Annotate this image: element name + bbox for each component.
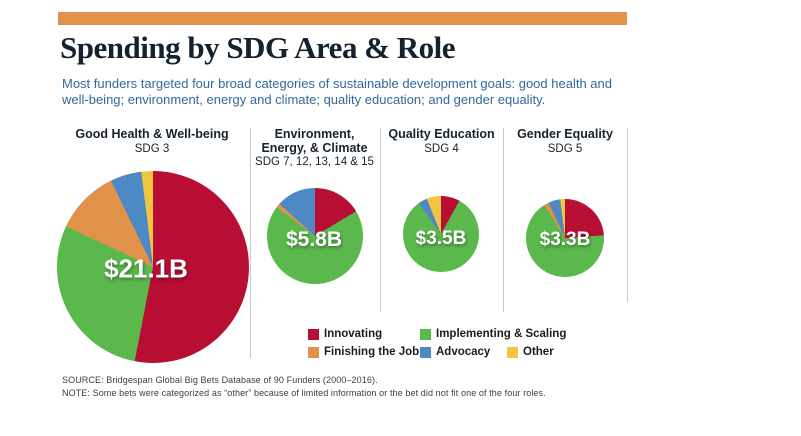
source-text: SOURCE: Bridgespan Global Big Bets Datab… <box>62 375 378 385</box>
column-title: Quality Education <box>388 127 495 141</box>
subtitle-line-2: well-being; environment, energy and clim… <box>62 91 546 107</box>
legend-swatch-innovating <box>308 328 319 340</box>
column-title: Environment, Energy, & Climate <box>261 127 368 155</box>
sdg-label: SDG 4 <box>424 142 459 155</box>
note-text: NOTE: Some bets were categorized as “oth… <box>62 388 546 398</box>
legend-swatch-other <box>507 346 518 358</box>
legend-label: Other <box>523 346 554 358</box>
pie-value-label: $5.8B <box>285 228 343 251</box>
legend-item-advocacy: Advocacy <box>420 346 490 358</box>
legend-label: Implementing & Scaling <box>436 328 567 340</box>
pie-value-label: $3.3B <box>539 229 591 250</box>
column-header-education: Quality Education SDG 4 <box>381 127 502 156</box>
column-header-environment: Environment, Energy, & Climate SDG 7, 12… <box>251 127 378 169</box>
sdg-label: SDG 5 <box>547 142 583 155</box>
column-title: Good Health & Well-being <box>75 127 229 141</box>
legend-item-implementing: Implementing & Scaling <box>420 328 566 340</box>
pie-chart-environment <box>267 188 363 284</box>
column-divider <box>250 128 251 358</box>
pie-value-label: $3.5B <box>415 228 467 249</box>
column-divider <box>380 128 381 312</box>
legend-label: Innovating <box>324 328 383 340</box>
legend-item-innovating: Innovating <box>308 328 382 340</box>
legend-item-other: Other <box>507 346 554 358</box>
column-divider <box>503 128 504 312</box>
legend-swatch-advocacy <box>420 346 431 358</box>
pie-chart-good-health <box>57 171 249 363</box>
sdg-label: SDG 7, 12, 13, 14 & 15 <box>255 156 374 168</box>
pie-chart-education <box>403 196 479 272</box>
column-header-good-health: Good Health & Well-being SDG 3 <box>57 127 247 156</box>
legend-swatch-implementing <box>420 328 431 340</box>
page-subtitle: Most funders targeted four broad categor… <box>62 76 662 107</box>
pie-chart-gender <box>526 199 604 277</box>
sdg-label: SDG 3 <box>134 142 170 155</box>
legend-item-finishing: Finishing the Job <box>308 346 419 358</box>
legend-label: Finishing the Job <box>324 346 420 358</box>
pie-value-label: $21.1B <box>104 253 188 284</box>
page-title: Spending by SDG Area & Role <box>60 30 456 65</box>
legend-label: Advocacy <box>436 346 491 358</box>
column-title: Gender Equality <box>517 127 613 141</box>
legend-swatch-finishing <box>308 346 319 358</box>
column-divider <box>627 128 628 302</box>
subtitle-line-1: Most funders targeted four broad categor… <box>62 76 612 91</box>
accent-bar <box>58 12 627 25</box>
column-header-gender: Gender Equality SDG 5 <box>504 127 626 156</box>
